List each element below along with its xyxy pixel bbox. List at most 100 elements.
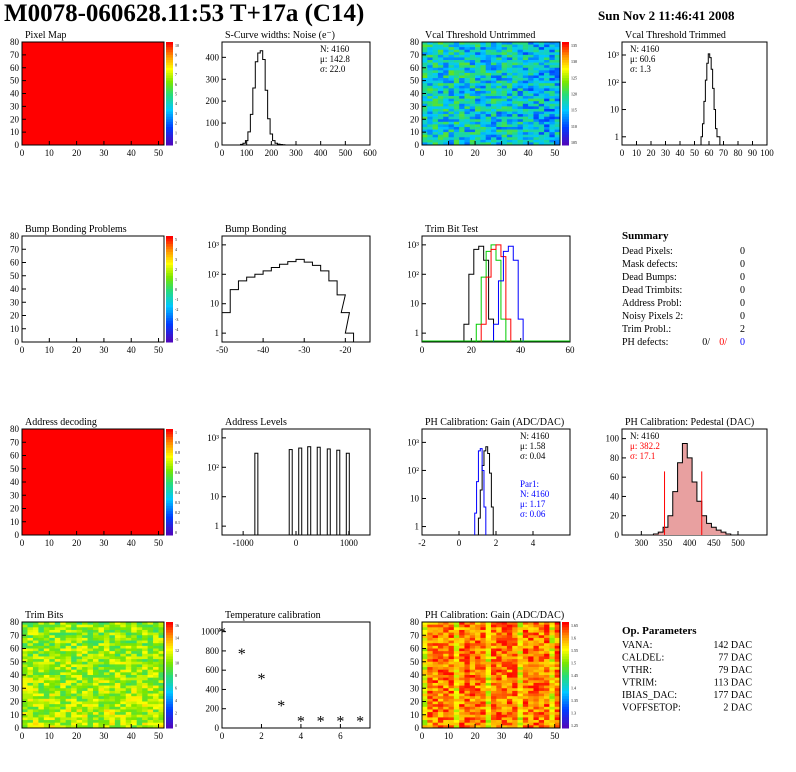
heatmap-cell bbox=[60, 701, 66, 705]
heatmap-cell bbox=[32, 682, 39, 686]
z-scale-cell bbox=[562, 114, 569, 118]
heatmap-cell bbox=[506, 698, 513, 702]
heatmap-cell bbox=[522, 643, 529, 647]
heatmap-cell bbox=[501, 632, 508, 636]
heatmap-cell bbox=[464, 103, 471, 107]
heatmap-cell bbox=[496, 720, 502, 723]
heatmap-cell bbox=[480, 725, 486, 729]
heatmap-cell bbox=[453, 704, 460, 708]
heatmap-cell bbox=[453, 643, 460, 647]
heatmap-cell bbox=[87, 706, 94, 710]
heatmap-cell bbox=[93, 640, 99, 644]
heatmap-cell bbox=[549, 44, 555, 48]
heatmap-cell bbox=[147, 637, 154, 641]
heatmap-cell bbox=[512, 712, 518, 716]
x-tick-label: 50 bbox=[550, 731, 560, 741]
z-scale-cell bbox=[166, 106, 173, 110]
heatmap-cell bbox=[98, 629, 105, 633]
heatmap-cell bbox=[506, 106, 513, 110]
heatmap-cell bbox=[501, 648, 508, 652]
heatmap-cell bbox=[60, 720, 66, 723]
heatmap-cell bbox=[136, 725, 143, 729]
heatmap-cell bbox=[427, 653, 433, 657]
heatmap-cell bbox=[475, 717, 481, 721]
heatmap-cell bbox=[43, 682, 50, 686]
heatmap-cell bbox=[422, 656, 428, 660]
heatmap-cell bbox=[533, 111, 540, 115]
heatmap-cell bbox=[32, 659, 39, 663]
heatmap-cell bbox=[538, 57, 545, 61]
heatmap-cell bbox=[38, 637, 45, 641]
heatmap-cell bbox=[147, 635, 154, 639]
x-tick-label: 0 bbox=[457, 538, 462, 548]
heatmap-cell bbox=[512, 651, 518, 655]
z-scale-cell bbox=[562, 722, 569, 726]
heatmap-cell bbox=[22, 667, 28, 670]
heatmap-cell bbox=[422, 709, 428, 713]
heatmap-cell bbox=[533, 720, 540, 723]
heatmap-cell bbox=[432, 664, 439, 668]
heatmap-cell bbox=[422, 667, 428, 670]
heatmap-cell bbox=[459, 124, 465, 128]
x-tick-label: 10 bbox=[45, 148, 55, 158]
heatmap-cell bbox=[32, 643, 39, 647]
heatmap-cell bbox=[437, 712, 444, 716]
heatmap-cell bbox=[87, 725, 94, 729]
heatmap-cell bbox=[120, 701, 127, 705]
heatmap-cell bbox=[517, 640, 524, 644]
x-tick-label: 20 bbox=[471, 731, 481, 741]
heatmap-cell bbox=[475, 80, 481, 84]
heatmap-cell bbox=[142, 672, 148, 676]
heatmap-cell bbox=[533, 701, 540, 705]
heatmap-cell bbox=[469, 90, 476, 94]
heatmap-cell bbox=[533, 680, 540, 684]
heatmap-cell bbox=[533, 60, 540, 63]
heatmap-cell bbox=[142, 653, 148, 657]
heatmap-cell bbox=[475, 72, 481, 76]
z-scale-cell bbox=[562, 706, 569, 710]
heatmap-cell bbox=[432, 712, 439, 716]
heatmap-cell bbox=[459, 693, 465, 697]
z-tick-label: 4 bbox=[175, 247, 177, 252]
heatmap-cell bbox=[528, 142, 534, 146]
heatmap-cell bbox=[533, 629, 540, 633]
heatmap-cell bbox=[485, 62, 492, 66]
heatmap-cell bbox=[38, 622, 45, 625]
heatmap-cell bbox=[120, 651, 127, 655]
z-scale-cell bbox=[166, 643, 173, 647]
heatmap-cell bbox=[114, 632, 121, 636]
heatmap-cell bbox=[475, 108, 481, 112]
heatmap-cell bbox=[98, 632, 105, 636]
heatmap-cell bbox=[27, 725, 34, 729]
heatmap-cell bbox=[544, 49, 550, 53]
heatmap-cell bbox=[98, 659, 105, 663]
heatmap-cell bbox=[432, 85, 439, 89]
heatmap-cell bbox=[432, 693, 439, 697]
heatmap-cell bbox=[459, 85, 465, 89]
heatmap-cell bbox=[153, 709, 159, 713]
heatmap-cell bbox=[443, 75, 449, 79]
heatmap-cell bbox=[512, 119, 518, 123]
heatmap-cell bbox=[496, 698, 502, 702]
heatmap-cell bbox=[60, 637, 66, 641]
heatmap-cell bbox=[496, 648, 502, 652]
z-tick-label: 0.6 bbox=[175, 470, 180, 475]
heatmap-cell bbox=[496, 52, 502, 56]
heatmap-cell bbox=[485, 88, 492, 92]
heatmap-cell bbox=[554, 690, 561, 694]
heatmap-cell bbox=[109, 648, 116, 652]
heatmap-cell bbox=[554, 627, 561, 631]
heatmap-cell bbox=[43, 688, 50, 692]
heatmap-cell bbox=[469, 698, 476, 702]
heatmap-cell bbox=[131, 629, 137, 633]
heatmap-cell bbox=[464, 688, 471, 692]
heatmap-cell bbox=[549, 704, 555, 708]
heatmap-cell bbox=[60, 661, 66, 665]
heatmap-cell bbox=[93, 669, 99, 673]
heatmap-cell bbox=[109, 645, 116, 649]
y-tick-label: 10³ bbox=[207, 240, 219, 250]
stats-mean: μ: 382.2 bbox=[630, 441, 660, 451]
heatmap-cell bbox=[443, 667, 449, 670]
heatmap-cell bbox=[432, 70, 439, 74]
series-line bbox=[700, 53, 721, 145]
